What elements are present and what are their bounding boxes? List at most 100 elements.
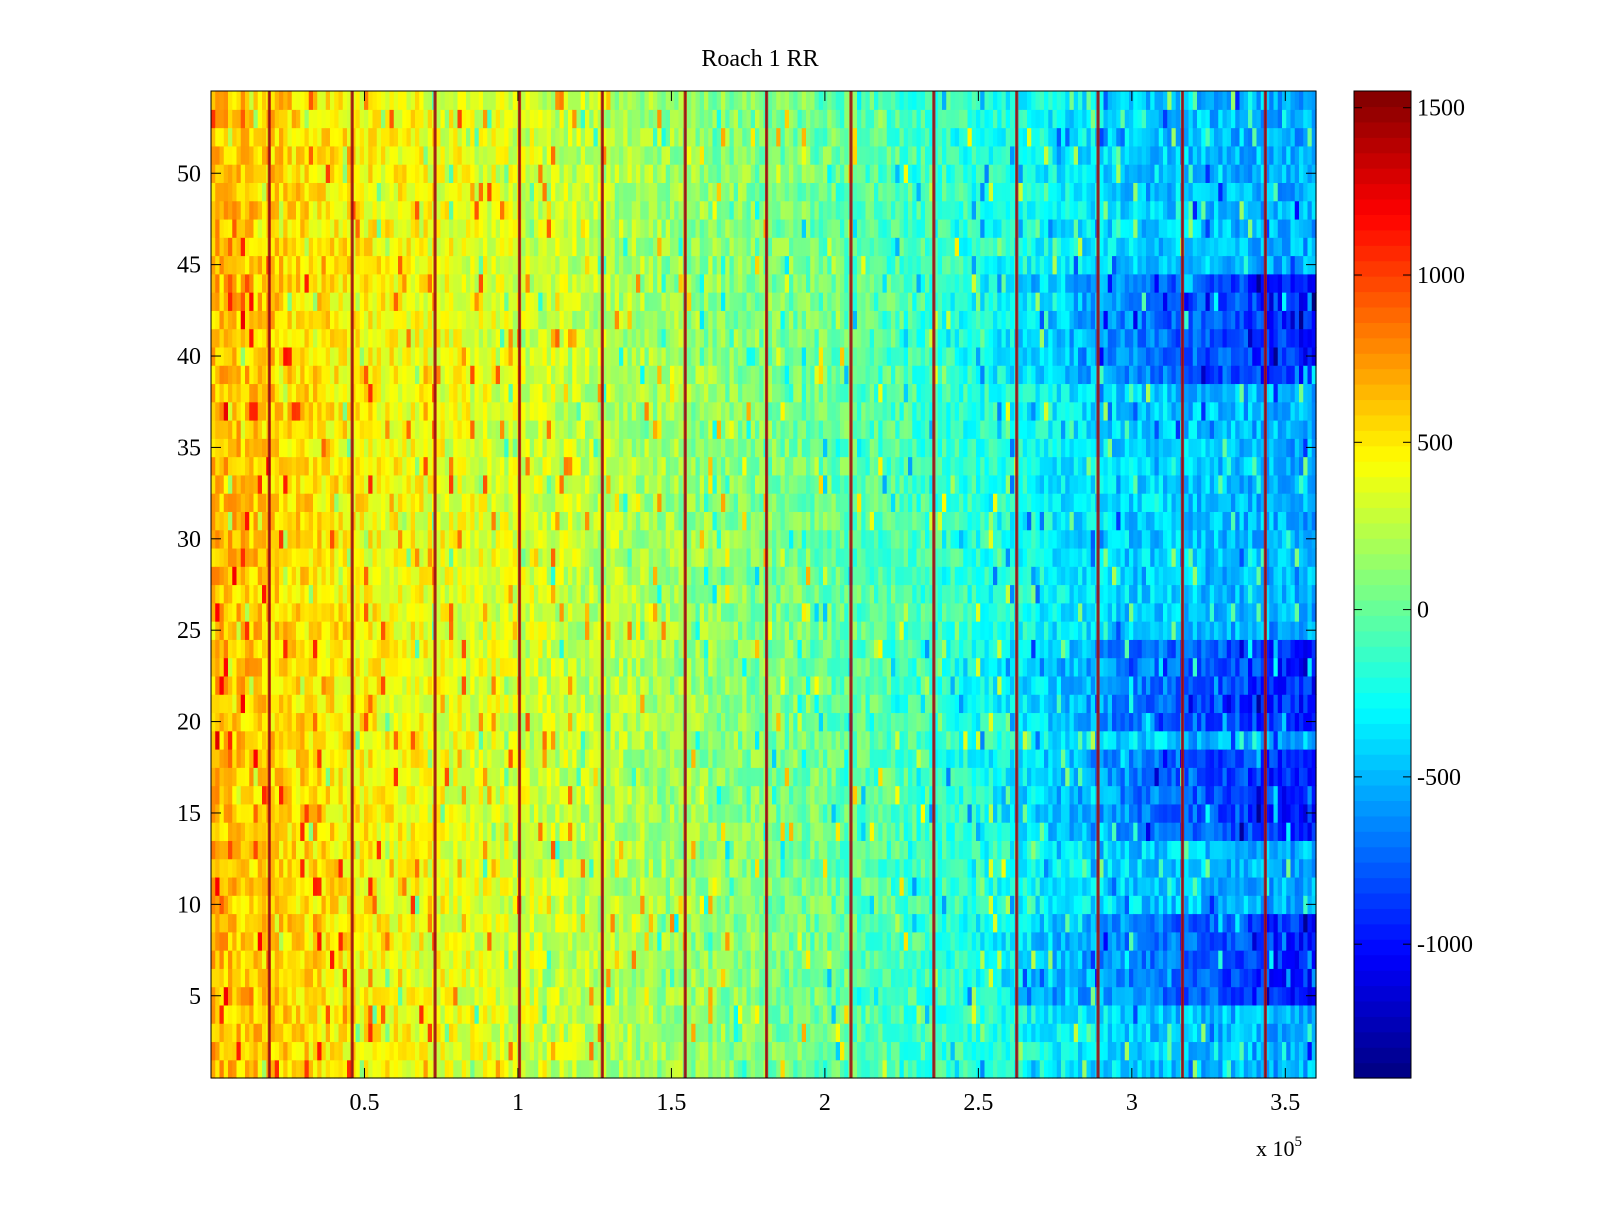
heatmap-cell — [215, 749, 221, 768]
heatmap-cell — [342, 694, 348, 714]
heatmap-cell — [500, 639, 505, 659]
heatmap-cell — [419, 91, 425, 110]
heatmap-cell — [257, 1041, 263, 1061]
heatmap-cell — [483, 127, 488, 147]
heatmap-cell — [580, 675, 586, 695]
heatmap-cell — [308, 657, 314, 677]
heatmap-cell — [330, 584, 335, 604]
heatmap-cell — [495, 858, 501, 878]
heatmap-cell — [283, 292, 289, 311]
heatmap-cell — [402, 255, 408, 275]
heatmap-cell — [257, 968, 263, 988]
heatmap-cell — [597, 91, 603, 110]
heatmap-cell — [419, 712, 425, 732]
heatmap-cell — [215, 127, 221, 147]
heatmap-cell — [355, 310, 361, 330]
heatmap-cell — [419, 840, 425, 860]
heatmap-cell — [402, 474, 408, 494]
heatmap-cell — [283, 529, 289, 549]
heatmap-cell — [585, 1004, 590, 1024]
heatmap-cell — [283, 456, 289, 476]
heatmap-cell — [223, 237, 229, 257]
heatmap-cell — [402, 968, 408, 988]
heatmap-cell — [483, 602, 488, 622]
heatmap-cell — [538, 529, 544, 549]
heatmap-cell — [529, 529, 535, 549]
heatmap-cell — [521, 145, 527, 165]
heatmap-cell — [228, 931, 233, 951]
heatmap-cell — [444, 931, 450, 951]
heatmap-cell — [283, 931, 289, 951]
heatmap-cell — [219, 365, 225, 385]
heatmap-cell — [585, 328, 590, 348]
heatmap-cell — [279, 438, 284, 458]
heatmap-cell — [385, 803, 391, 823]
heatmap-cell — [232, 822, 238, 841]
heatmap-cell — [542, 602, 548, 622]
heatmap-cell — [300, 675, 306, 695]
heatmap-cell — [389, 365, 395, 385]
heatmap-cell — [546, 91, 552, 110]
heatmap-cell — [291, 785, 297, 805]
heatmap-cell — [368, 712, 374, 732]
heatmap-cell — [521, 237, 527, 257]
heatmap-cell — [423, 91, 429, 110]
heatmap-cell — [219, 145, 225, 165]
heatmap-cell — [419, 383, 425, 403]
heatmap-cell — [551, 273, 556, 293]
heatmap-cell — [487, 1004, 493, 1024]
heatmap-cell — [415, 968, 420, 988]
heatmap-cell — [240, 694, 246, 714]
heatmap-cell — [427, 145, 433, 165]
heatmap-cell — [572, 950, 578, 969]
heatmap-cell — [457, 968, 463, 988]
heatmap-cell — [504, 145, 510, 165]
heatmap-cell — [419, 858, 425, 878]
heatmap-cell — [546, 876, 552, 896]
heatmap-cell — [504, 785, 510, 805]
heatmap-cell — [415, 346, 420, 366]
heatmap-cell — [274, 876, 280, 896]
heatmap-cell — [253, 127, 259, 147]
heatmap-cell — [313, 493, 318, 512]
heatmap-cell — [419, 913, 425, 933]
heatmap-cell — [219, 858, 225, 878]
heatmap-cell — [546, 675, 552, 695]
heatmap-cell — [245, 621, 250, 640]
heatmap-cell — [495, 91, 501, 110]
heatmap-cell — [410, 383, 416, 403]
heatmap-cell — [262, 968, 267, 988]
heatmap-cell — [555, 109, 561, 129]
heatmap-cell — [347, 968, 352, 988]
heatmap-cell — [410, 547, 416, 567]
heatmap-cell — [419, 931, 425, 951]
heatmap-cell — [359, 785, 365, 805]
heatmap-cell — [219, 109, 225, 129]
heatmap-cell — [296, 840, 301, 860]
heatmap-cell — [359, 365, 365, 385]
heatmap-cell — [215, 566, 221, 586]
heatmap-cell — [304, 273, 310, 293]
heatmap-cell — [215, 401, 221, 421]
heatmap-cell — [355, 237, 361, 257]
heatmap-cell — [495, 365, 501, 385]
heatmap-cell — [555, 127, 561, 147]
heatmap-cell — [368, 913, 374, 933]
heatmap-cell — [347, 566, 352, 586]
heatmap-cell — [211, 858, 216, 878]
heatmap-cell — [389, 749, 395, 768]
heatmap-cell — [474, 566, 480, 586]
heatmap-cell — [253, 621, 259, 640]
heatmap-cell — [491, 529, 497, 549]
heatmap-cell — [372, 840, 378, 860]
heatmap-cell — [262, 401, 267, 421]
heatmap-cell — [457, 383, 463, 403]
heatmap-cell — [436, 493, 442, 512]
heatmap-cell — [449, 511, 454, 531]
heatmap-cell — [538, 493, 544, 512]
heatmap-cell — [415, 383, 420, 403]
heatmap-cell — [602, 803, 607, 823]
heatmap-cell — [313, 237, 318, 257]
heatmap-cell — [521, 803, 527, 823]
heatmap-cell — [321, 1004, 327, 1024]
